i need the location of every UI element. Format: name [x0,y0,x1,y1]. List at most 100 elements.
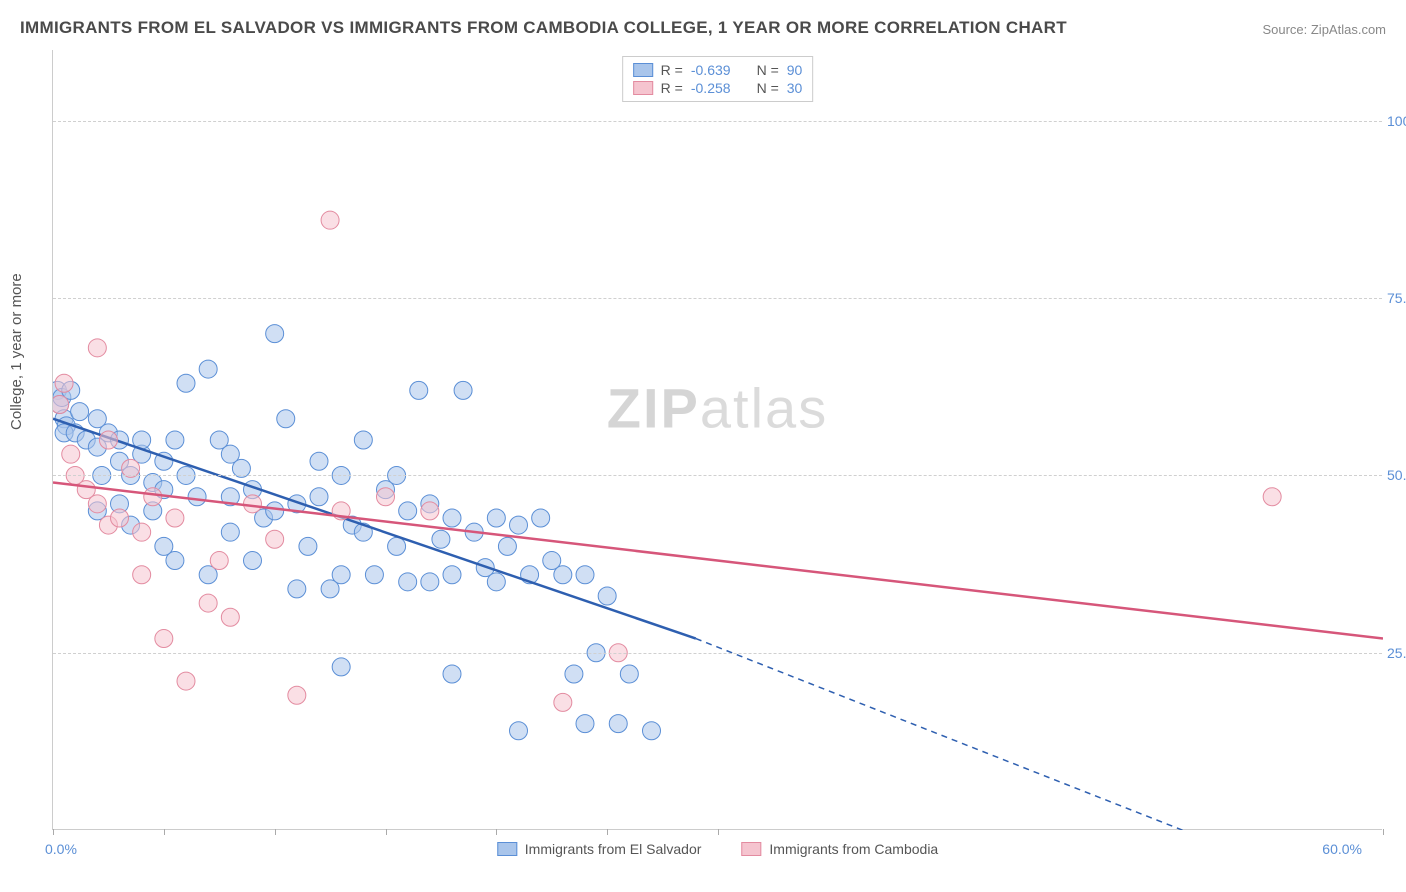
data-point [609,715,627,733]
source-attribution: Source: ZipAtlas.com [1262,22,1386,37]
data-point [332,658,350,676]
data-point [221,608,239,626]
data-point [55,374,73,392]
data-point [487,573,505,591]
data-point [88,339,106,357]
data-point [71,403,89,421]
data-point [510,516,528,534]
plot-area: ZIPatlas R =-0.639N =90R =-0.258N =30 0.… [52,50,1382,830]
data-point [133,566,151,584]
y-tick-label: 25.0% [1387,645,1406,661]
x-tick [718,829,719,835]
legend-series-label: Immigrants from El Salvador [525,841,702,857]
data-point [487,509,505,527]
data-point [321,211,339,229]
data-point [388,537,406,555]
y-tick-label: 100.0% [1387,113,1406,129]
data-point [310,488,328,506]
legend-n-value: 30 [787,80,803,96]
x-axis-max-label: 60.0% [1322,841,1362,857]
trend-line-extrapolated [696,639,1272,830]
data-point [576,566,594,584]
data-point [310,452,328,470]
data-point [221,523,239,541]
legend-series: Immigrants from El Salvador Immigrants fr… [497,841,938,857]
legend-swatch-icon [497,842,517,856]
data-point [53,396,69,414]
data-point [421,573,439,591]
data-point [299,537,317,555]
gridline [53,653,1382,654]
legend-series-item: Immigrants from Cambodia [741,841,938,857]
data-point [288,686,306,704]
data-point [288,580,306,598]
legend-stats-row: R = -0.258 N = 30 [633,79,803,97]
data-point [432,530,450,548]
x-tick [275,829,276,835]
data-point [421,502,439,520]
data-point [498,537,516,555]
y-axis-label: College, 1 year or more [8,273,25,430]
gridline [53,298,1382,299]
x-tick [607,829,608,835]
data-point [510,722,528,740]
data-point [144,488,162,506]
data-point [620,665,638,683]
data-point [266,530,284,548]
data-point [166,509,184,527]
data-point [332,566,350,584]
legend-swatch-icon [741,842,761,856]
data-point [443,509,461,527]
data-point [155,630,173,648]
legend-stats: R = -0.639 N = 90 R = -0.258 N = 30 [622,56,814,102]
data-point [210,552,228,570]
legend-n-label: N = [757,80,779,96]
gridline [53,475,1382,476]
legend-r-value: -0.639 [691,62,731,78]
data-point [532,509,550,527]
data-point [266,502,284,520]
data-point [643,722,661,740]
y-tick-label: 50.0% [1387,467,1406,483]
data-point [99,431,117,449]
legend-series-label: Immigrants from Cambodia [769,841,938,857]
data-point [244,495,262,513]
data-point [155,537,173,555]
legend-stats-row: R = -0.639 N = 90 [633,61,803,79]
data-point [399,573,417,591]
y-tick-label: 75.0% [1387,290,1406,306]
data-point [88,495,106,513]
data-point [410,381,428,399]
legend-r-label: R = [661,80,683,96]
legend-swatch-icon [633,81,653,95]
data-point [354,431,372,449]
data-point [188,488,206,506]
data-point [443,566,461,584]
data-point [576,715,594,733]
data-point [598,587,616,605]
data-point [177,374,195,392]
data-point [554,566,572,584]
legend-n-label: N = [757,62,779,78]
data-point [244,552,262,570]
x-axis-min-label: 0.0% [45,841,77,857]
legend-n-value: 90 [787,62,803,78]
data-point [133,523,151,541]
legend-r-label: R = [661,62,683,78]
legend-series-item: Immigrants from El Salvador [497,841,702,857]
data-point [454,381,472,399]
x-tick [53,829,54,835]
x-tick [1383,829,1384,835]
data-point [1263,488,1281,506]
x-tick [386,829,387,835]
data-point [199,360,217,378]
x-tick [164,829,165,835]
data-point [554,693,572,711]
gridline [53,121,1382,122]
legend-r-value: -0.258 [691,80,731,96]
data-point [111,509,129,527]
data-point [62,445,80,463]
data-point [177,672,195,690]
data-point [365,566,383,584]
data-point [399,502,417,520]
